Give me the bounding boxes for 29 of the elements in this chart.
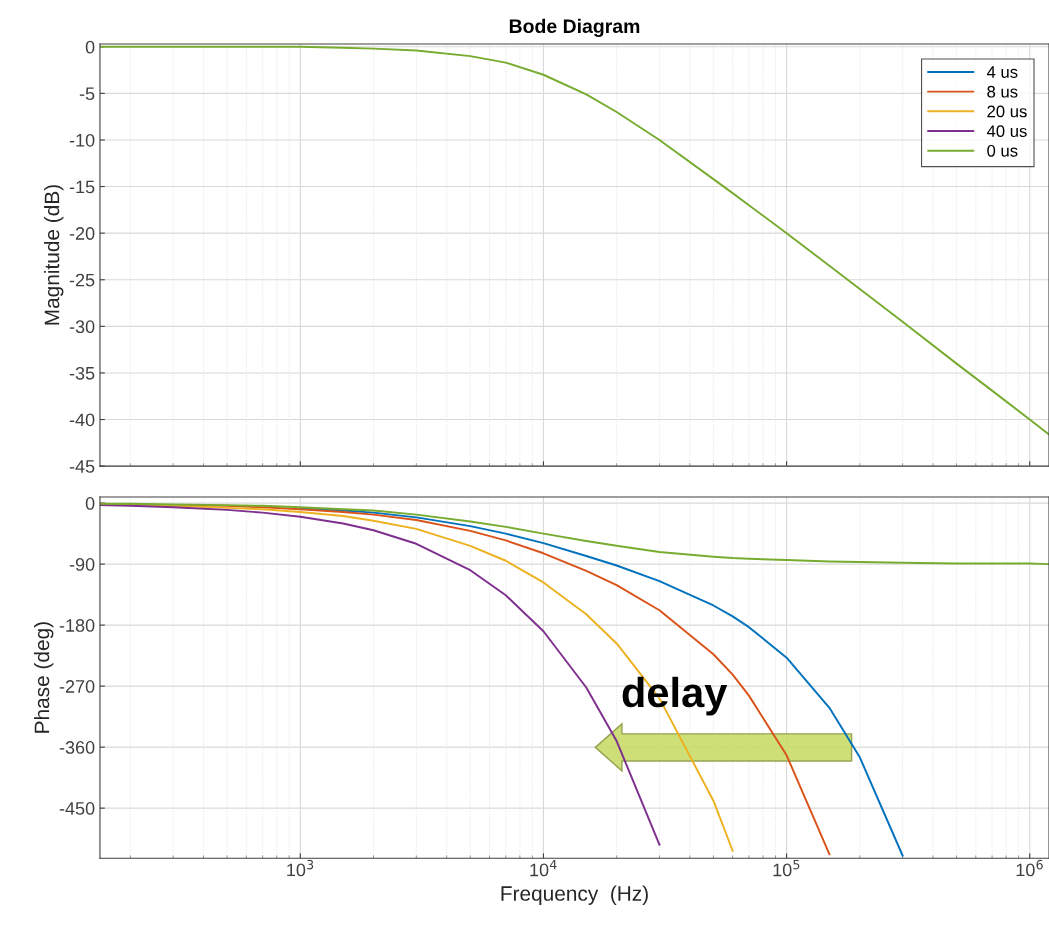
y-tick-label: -45 <box>69 460 95 473</box>
y-tick-label: -180 <box>59 619 95 632</box>
x-tick-label: 10$^{4}$ <box>530 860 557 877</box>
y-tick-label: 0 <box>85 497 95 510</box>
y-tick-label: -15 <box>69 180 95 194</box>
x-tick-label: 10$^{3}$ <box>287 859 314 877</box>
chart-title: Bode Diagram <box>509 18 640 37</box>
y-tick-label: -90 <box>69 558 95 571</box>
x-tick-label: 10$^{6}$ <box>1016 859 1043 877</box>
y-axis-title: Magnitude (dB) <box>44 185 64 325</box>
y-tick-label: -450 <box>59 802 95 815</box>
y-tick-label: -40 <box>69 413 95 427</box>
y-axis-title: Phase (deg) <box>34 622 54 733</box>
x-tick-label: 10$^{5}$ <box>773 860 800 877</box>
legend-label: 40 us <box>986 125 1027 138</box>
y-tick-label: -10 <box>69 133 95 147</box>
legend-label: 20 us <box>987 105 1027 118</box>
y-tick-label: 0 <box>85 40 95 54</box>
y-tick-label: -5 <box>79 87 95 101</box>
y-tick-label: -20 <box>69 227 95 240</box>
legend-label: 8 us <box>987 85 1018 98</box>
legend-label: 4 us <box>986 66 1018 78</box>
y-tick-label: -25 <box>69 273 95 287</box>
x-axis-title: Frequency (Hz) <box>501 885 648 905</box>
y-tick-label: -270 <box>59 680 95 693</box>
y-tick-label: -35 <box>69 366 95 380</box>
y-tick-label: -360 <box>59 741 95 754</box>
y-tick-label: -30 <box>69 320 95 334</box>
legend-label: 0 us <box>987 144 1018 157</box>
